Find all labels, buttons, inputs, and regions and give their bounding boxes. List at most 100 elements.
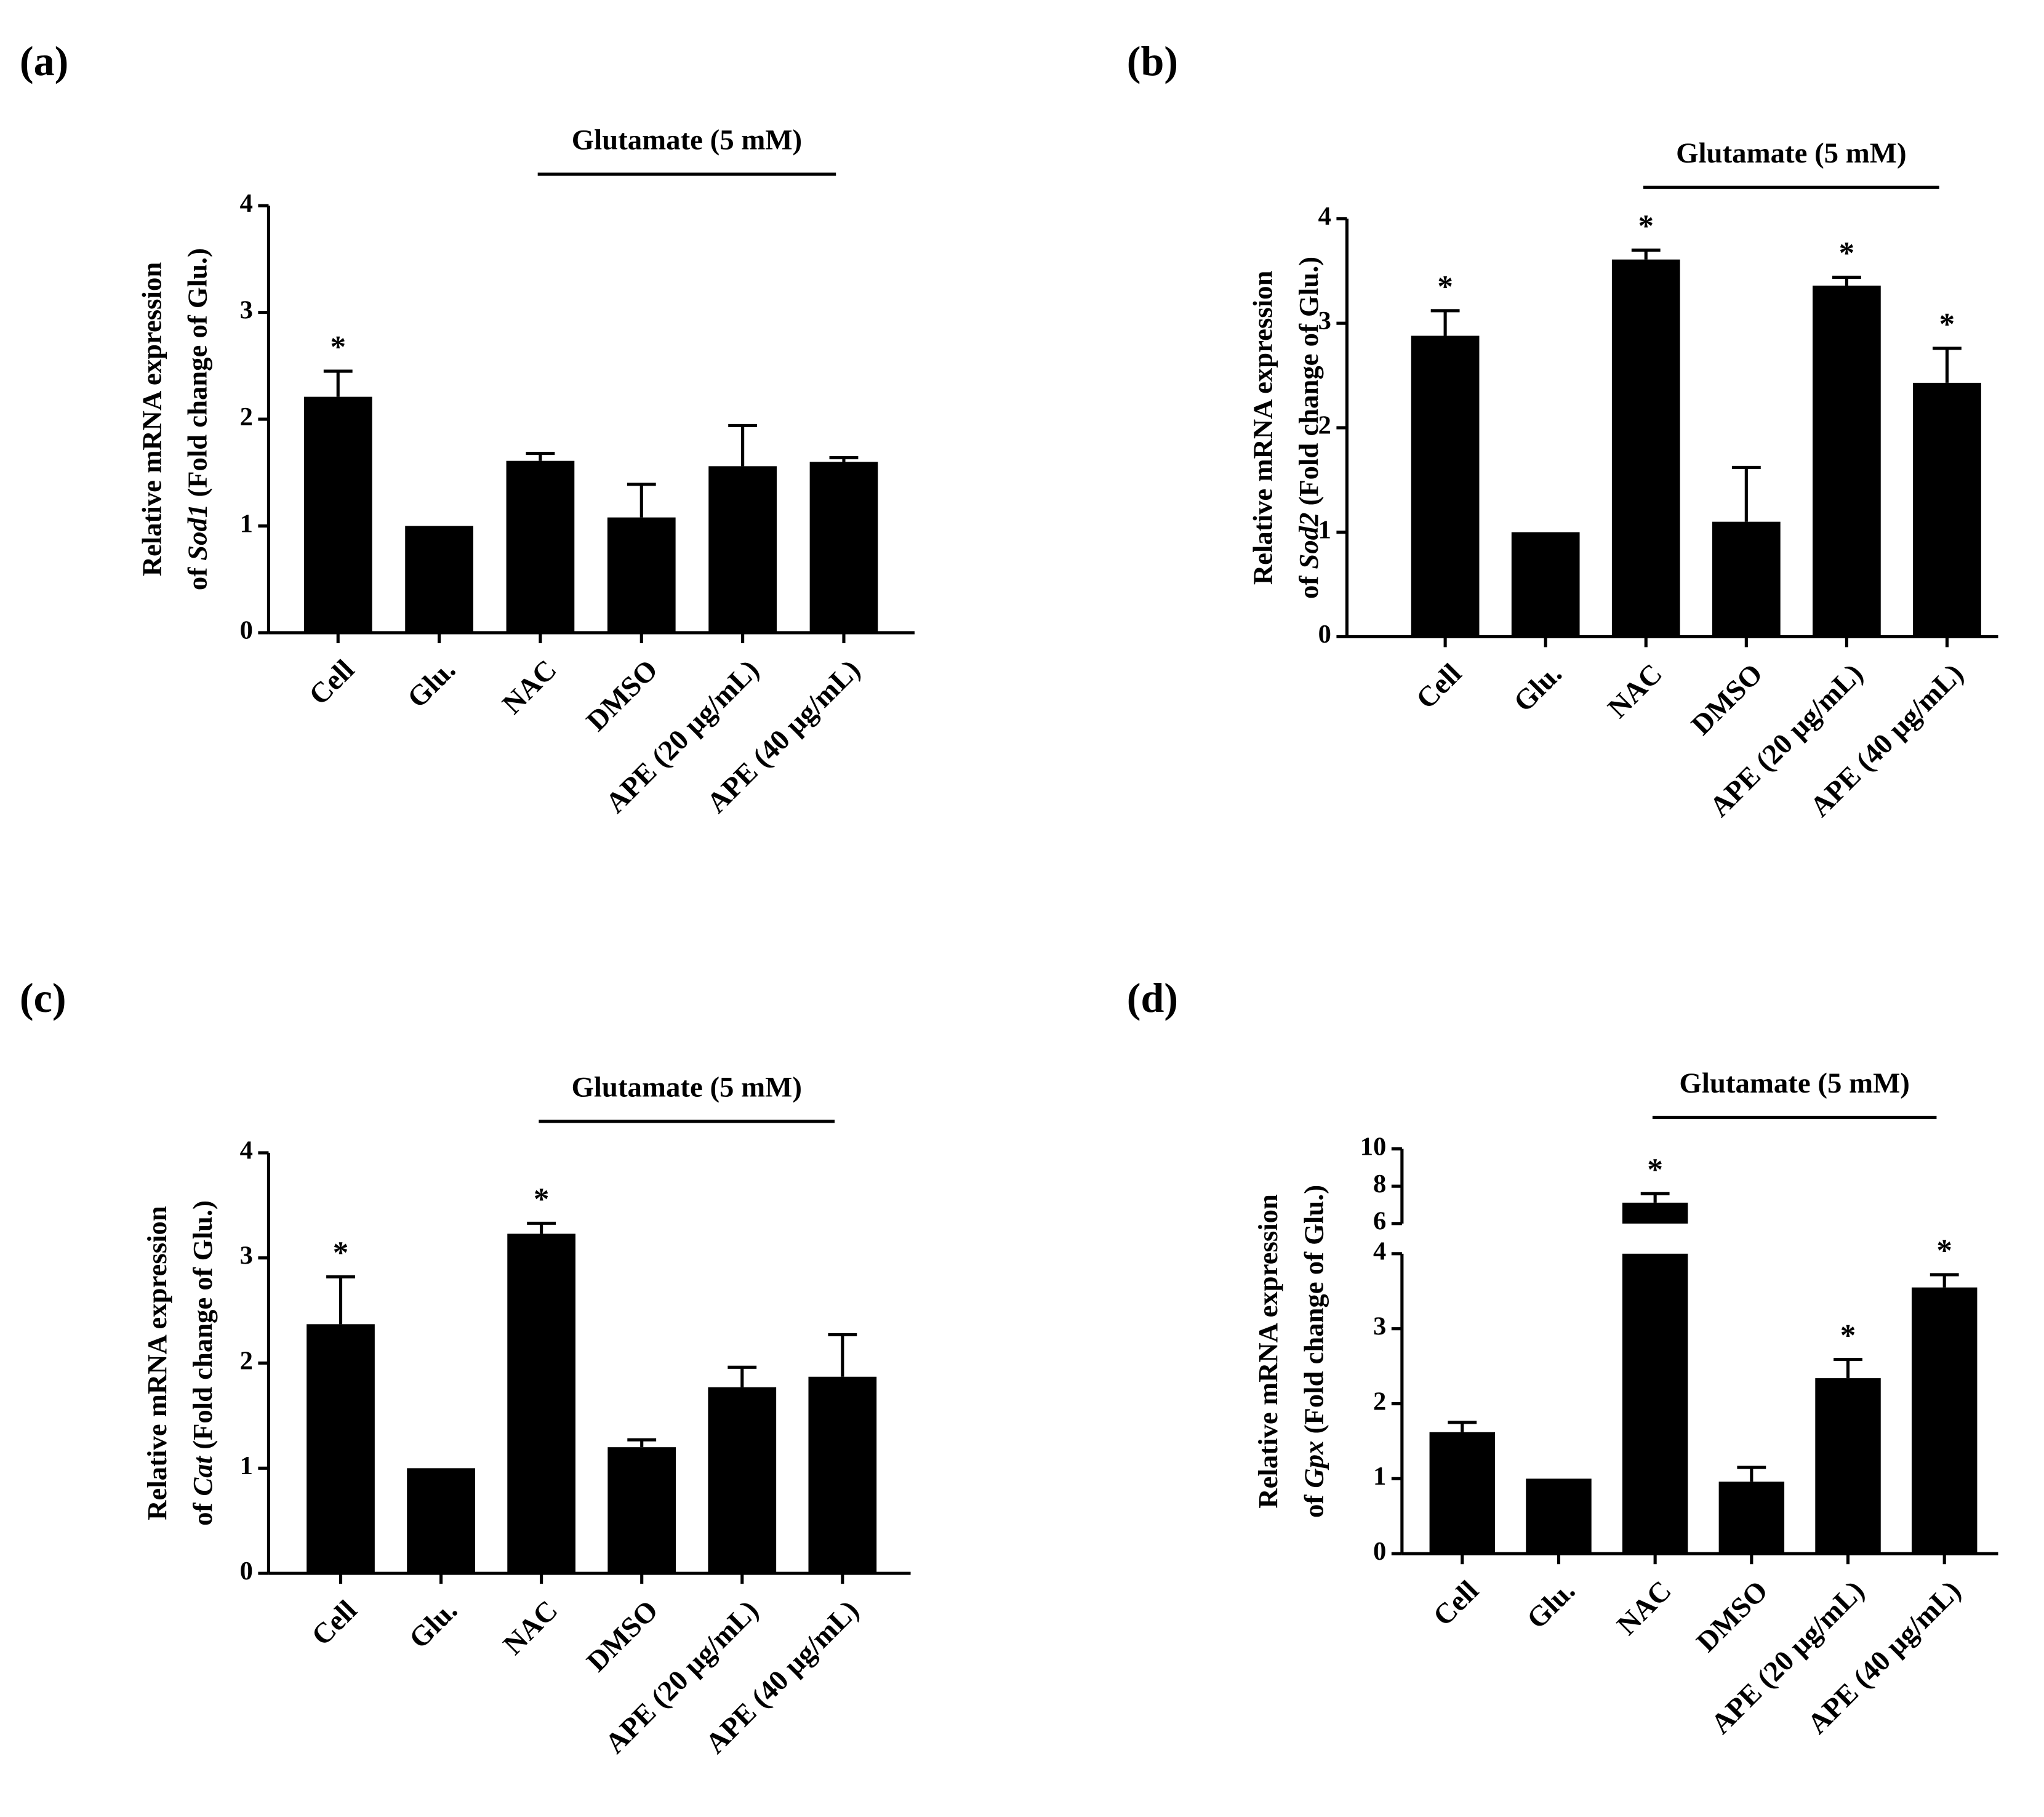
label-part: of	[187, 1496, 218, 1526]
panel-label: (d)	[1127, 974, 1178, 1021]
x-tick-label: Cell	[305, 1594, 363, 1652]
bar	[1815, 1378, 1881, 1554]
x-tick-label: DMSO	[1690, 1574, 1774, 1658]
bar	[1712, 521, 1781, 637]
bar	[407, 1468, 475, 1574]
x-tick-label: DMSO	[580, 1594, 664, 1678]
label-part: of	[1293, 569, 1324, 599]
bar	[607, 1447, 676, 1574]
x-tick-label: NAC	[496, 654, 563, 720]
y-tick-label: 10	[1360, 1132, 1387, 1161]
bracket-label: Glutamate (5 mM)	[1676, 137, 1906, 169]
x-tick-label: DMSO	[580, 654, 664, 737]
y-tick-label: 4	[1318, 202, 1331, 231]
bar-upper	[1622, 1202, 1688, 1224]
label-part: of	[182, 561, 213, 590]
x-tick-label: NAC	[1611, 1574, 1677, 1641]
y-tick-label: 4	[240, 189, 253, 218]
x-tick-label: DMSO	[1685, 657, 1769, 741]
label-gene: Cat	[187, 1455, 218, 1496]
significance-marker: *	[1839, 236, 1855, 271]
y-tick-label: 3	[240, 1241, 253, 1270]
y-tick-label: 0	[240, 1557, 253, 1586]
bracket-label: Glutamate (5 mM)	[1679, 1067, 1909, 1099]
y-tick-label: 0	[240, 616, 253, 645]
y-tick-label: 2	[1373, 1387, 1386, 1416]
y-axis-label: of Sod1 (Fold change of Glu.)	[182, 248, 213, 590]
x-tick-label: NAC	[1601, 657, 1668, 724]
bar	[809, 462, 878, 633]
bar	[708, 1387, 777, 1574]
significance-marker: *	[330, 330, 346, 365]
x-tick-label: Glu.	[1507, 657, 1568, 718]
x-tick-label: Cell	[1410, 657, 1468, 715]
bar	[1511, 532, 1580, 637]
significance-marker: *	[1939, 307, 1955, 342]
significance-marker: *	[1936, 1233, 1952, 1269]
bar	[708, 466, 777, 633]
y-axis-label: Relative mRNA expression	[1252, 1194, 1283, 1509]
y-tick-label: 6	[1373, 1207, 1386, 1236]
y-tick-label: 2	[1318, 411, 1331, 440]
y-tick-label: 1	[1318, 515, 1331, 544]
y-tick-label: 1	[1373, 1462, 1386, 1491]
label-gene: Sod2	[1293, 513, 1324, 569]
label-gene: Gpx	[1299, 1441, 1329, 1488]
y-tick-label: 3	[1373, 1312, 1386, 1341]
bar	[1718, 1482, 1785, 1554]
y-tick-label: 1	[240, 1451, 253, 1480]
bar	[1611, 259, 1680, 637]
bar	[507, 1233, 575, 1574]
y-tick-label: 2	[240, 1346, 253, 1375]
panel-label: (b)	[1127, 38, 1178, 84]
x-tick-label: Glu.	[401, 654, 462, 714]
bar	[1526, 1478, 1592, 1554]
bar	[808, 1376, 877, 1574]
x-tick-label: Glu.	[1521, 1574, 1581, 1635]
bar	[1911, 1287, 1978, 1554]
x-tick-label: Cell	[303, 654, 361, 712]
label-part: (Fold change of Glu.)	[1299, 1185, 1329, 1441]
bracket-label: Glutamate (5 mM)	[572, 1072, 802, 1104]
bar	[1429, 1432, 1496, 1554]
y-tick-label: 0	[1373, 1537, 1386, 1566]
y-axis-label: Relative mRNA expression	[136, 262, 167, 577]
label-part: (Fold change of Glu.)	[187, 1200, 218, 1456]
significance-marker: *	[1840, 1318, 1856, 1353]
x-tick-label: Glu.	[403, 1594, 463, 1655]
label-part: of	[1299, 1488, 1329, 1518]
label-part: (Fold change of Glu.)	[182, 248, 213, 504]
y-tick-label: 4	[1373, 1237, 1386, 1266]
bar	[1411, 335, 1480, 637]
y-tick-label: 3	[240, 295, 253, 324]
y-axis-label: of Gpx (Fold change of Glu.)	[1299, 1185, 1329, 1518]
y-tick-label: 1	[240, 509, 253, 538]
y-tick-label: 4	[240, 1136, 253, 1165]
bar	[1913, 382, 1981, 637]
label-part: (Fold change of Glu.)	[1293, 257, 1324, 513]
bar	[307, 1324, 375, 1574]
significance-marker: *	[534, 1182, 550, 1217]
bar	[1813, 286, 1881, 637]
bar	[405, 526, 473, 633]
y-axis-label: of Cat (Fold change of Glu.)	[187, 1200, 218, 1526]
bar	[607, 517, 676, 633]
panel-label: (a)	[20, 38, 68, 84]
significance-marker: *	[1647, 1152, 1663, 1187]
y-axis-label: of Sod2 (Fold change of Glu.)	[1293, 257, 1324, 599]
significance-marker: *	[1638, 209, 1654, 244]
significance-marker: *	[1437, 269, 1453, 304]
x-tick-label: NAC	[497, 1594, 564, 1661]
bracket-label: Glutamate (5 mM)	[572, 124, 802, 156]
y-tick-label: 0	[1318, 620, 1331, 649]
y-tick-label: 8	[1373, 1169, 1386, 1198]
y-axis-label: Relative mRNA expression	[1248, 271, 1278, 585]
panel-label: (c)	[20, 974, 66, 1021]
bar	[303, 396, 372, 633]
y-axis-label: Relative mRNA expression	[142, 1206, 172, 1520]
x-tick-label: Cell	[1427, 1574, 1485, 1632]
bar	[506, 460, 575, 633]
significance-marker: *	[333, 1235, 349, 1270]
label-gene: Sod1	[182, 504, 213, 561]
